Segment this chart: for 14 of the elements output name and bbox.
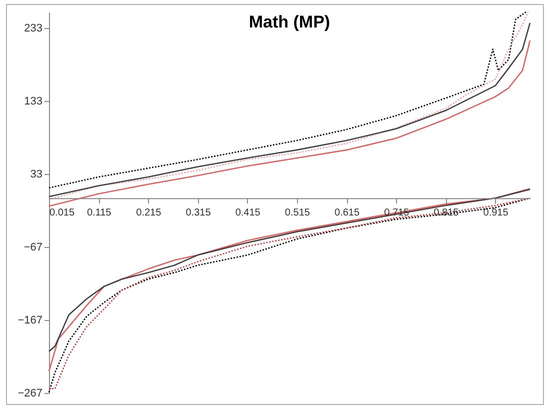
x-tick-label: 0.315 (186, 208, 212, 219)
x-tick-label: 0.415 (235, 208, 261, 219)
x-tick-label: 0.115 (86, 208, 112, 219)
y-tick-label: 233 (24, 22, 42, 35)
y-tick-label: −67 (24, 242, 42, 254)
y-tick-label: −167 (18, 314, 42, 327)
x-tick-label: 0.515 (284, 208, 310, 219)
x-tick-label: 0.915 (483, 208, 509, 219)
chart-title: Math (MP) (248, 12, 330, 32)
x-tick-label: 0.615 (334, 208, 360, 219)
y-tick-label: 33 (30, 168, 42, 181)
x-tick-label: 0.215 (136, 208, 162, 219)
y-tick-label: 133 (24, 96, 42, 108)
y-tick-label: −267 (18, 388, 42, 400)
